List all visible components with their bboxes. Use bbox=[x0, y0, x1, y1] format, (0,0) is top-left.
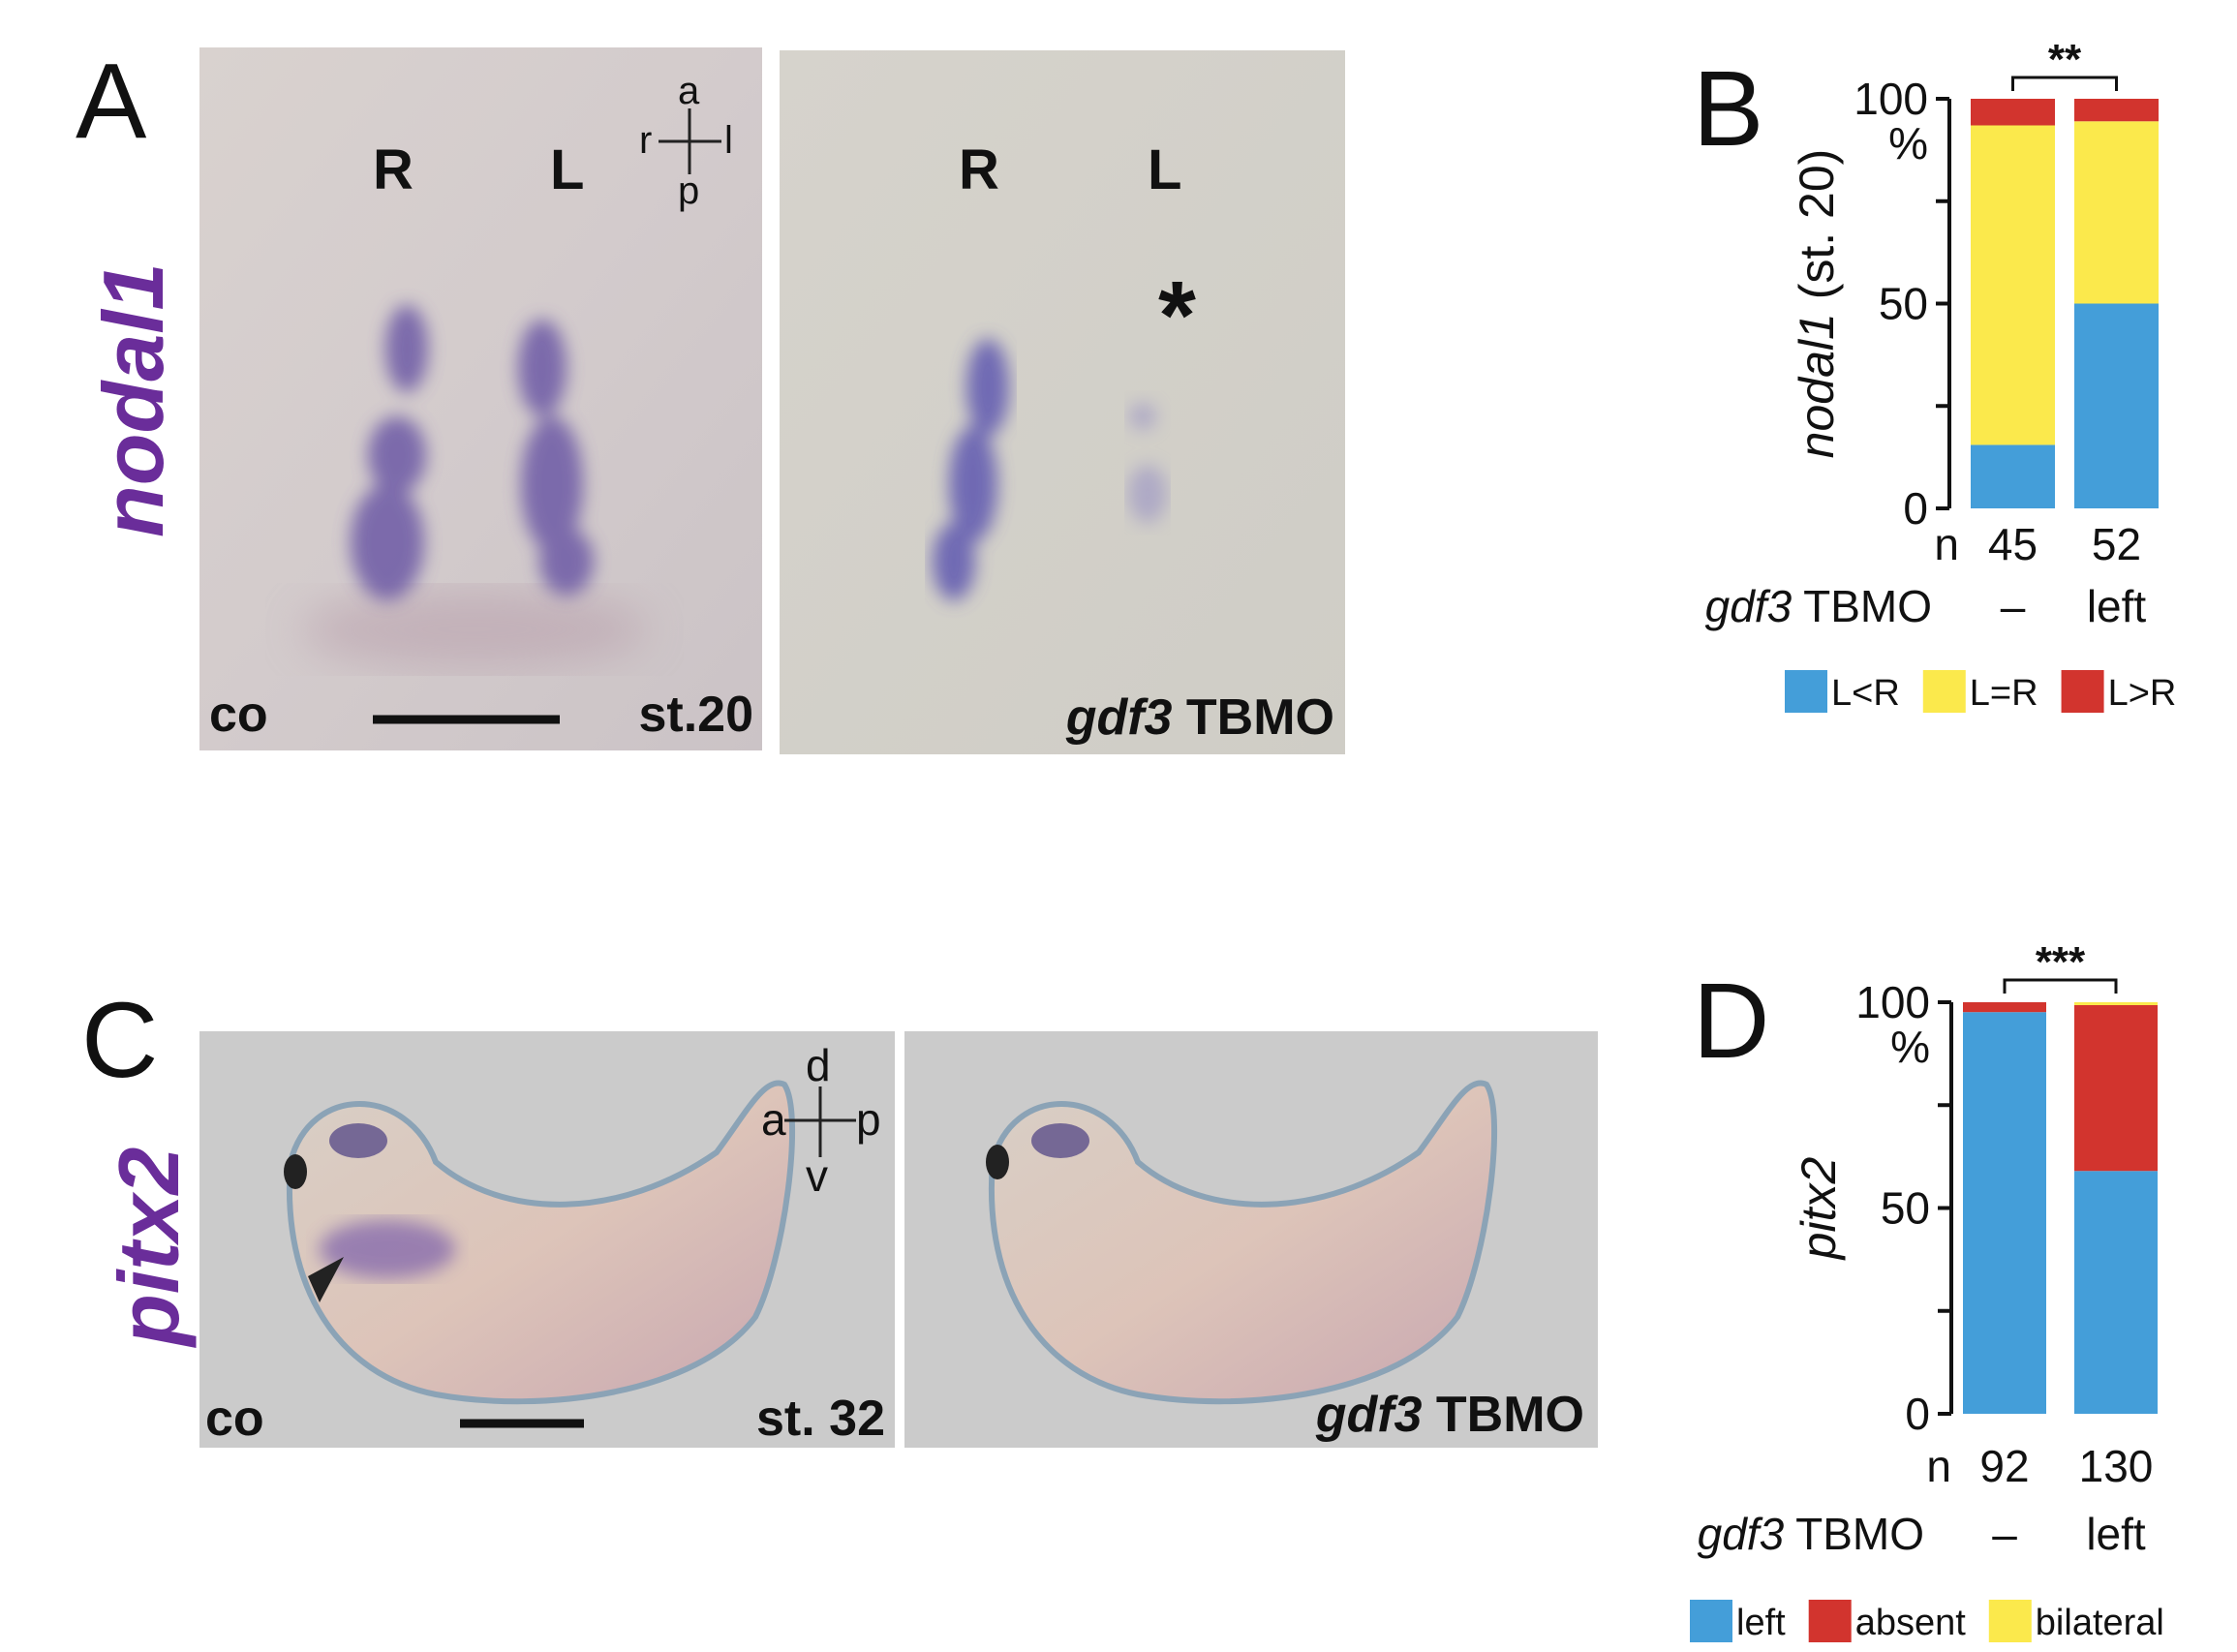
label-left-side: L bbox=[550, 138, 584, 201]
legend-label: L<R bbox=[1831, 673, 1900, 714]
n-value: 92 bbox=[1979, 1441, 2029, 1491]
y-axis-label: pitx2 bbox=[1792, 1157, 1846, 1262]
significance-bracket bbox=[2011, 76, 2118, 91]
bar-segment-left bbox=[2074, 1171, 2158, 1414]
panel-letter-a: A bbox=[76, 42, 147, 161]
n-label: n bbox=[1926, 1441, 1951, 1491]
legend-label: L>R bbox=[2108, 673, 2177, 714]
arrowhead-icon bbox=[308, 1257, 344, 1302]
bar-segment-l-r bbox=[2074, 121, 2159, 304]
photo-pitx2-gdf3-tbmo: gdf3 TBMO bbox=[904, 1031, 1598, 1448]
condition-label: co bbox=[205, 1391, 264, 1447]
axis-cross-icon: d a p v bbox=[761, 1040, 881, 1201]
svg-text:d: d bbox=[806, 1040, 831, 1090]
legend-label: L=R bbox=[1970, 673, 2038, 714]
bar-segment-absent bbox=[1963, 1002, 2046, 1013]
panel-letter-c: C bbox=[81, 981, 158, 1100]
panel-letter-d: D bbox=[1693, 962, 1769, 1081]
y-tick-label: 0 bbox=[1905, 1389, 1930, 1439]
legend-swatch bbox=[1690, 1600, 1732, 1642]
svg-text:a: a bbox=[678, 70, 700, 112]
bar-segment-l-r bbox=[1971, 99, 2055, 126]
bar-segment-l-r bbox=[1971, 125, 2055, 445]
y-unit-label: % bbox=[1888, 118, 1928, 168]
y-tick-label: 100 bbox=[1855, 977, 1930, 1027]
svg-text:a: a bbox=[761, 1094, 786, 1145]
gene-label-pitx2: pitx2 bbox=[101, 1147, 197, 1348]
label-left-side: L bbox=[1148, 138, 1181, 201]
y-axis-label: nodal1 (st. 20) bbox=[1790, 149, 1844, 459]
photo-pitx2-control: d a p v co st. 32 bbox=[199, 1031, 895, 1448]
panel-letter-b: B bbox=[1693, 49, 1763, 168]
svg-text:l: l bbox=[724, 119, 733, 162]
photo-nodal1-control: R L a p r l co st.20 bbox=[199, 47, 762, 750]
label-right-side: R bbox=[373, 138, 414, 201]
n-value: 130 bbox=[2079, 1441, 2154, 1491]
n-value: 52 bbox=[2092, 519, 2141, 569]
legend-swatch bbox=[1988, 1600, 2032, 1642]
svg-text:p: p bbox=[856, 1094, 881, 1145]
category-label: left bbox=[2086, 1509, 2146, 1559]
bar-segment-left bbox=[1963, 1012, 2046, 1414]
legend-label: absent bbox=[1855, 1603, 1967, 1643]
significance-bracket bbox=[2003, 978, 2118, 994]
condition-label: gdf3 TBMO bbox=[1065, 689, 1334, 746]
legend-swatch bbox=[2061, 670, 2104, 713]
y-tick-label: 0 bbox=[1903, 483, 1928, 534]
y-tick-label: 50 bbox=[1881, 1183, 1930, 1234]
n-label: n bbox=[1934, 519, 1959, 569]
condition-label: co bbox=[209, 687, 268, 743]
condition-label: gdf3 TBMO bbox=[1315, 1387, 1584, 1443]
label-right-side: R bbox=[959, 138, 999, 201]
category-label: left bbox=[2087, 581, 2147, 631]
asterisk-marker: * bbox=[1158, 261, 1196, 370]
y-tick-label: 50 bbox=[1879, 279, 1928, 329]
category-label: – bbox=[2001, 581, 2026, 631]
y-tick-label: 100 bbox=[1854, 74, 1928, 124]
bar-segment-l-r bbox=[1971, 444, 2055, 508]
legend-swatch bbox=[1808, 1600, 1852, 1642]
svg-text:p: p bbox=[678, 169, 699, 212]
legend-label: left bbox=[1736, 1603, 1786, 1643]
stage-label: st.20 bbox=[638, 687, 753, 743]
y-unit-label: % bbox=[1890, 1022, 1930, 1072]
legend-swatch bbox=[1922, 670, 1966, 713]
significance-marker: *** bbox=[2036, 938, 2086, 986]
bar-segment-absent bbox=[2074, 1004, 2158, 1172]
gene-label-nodal1: nodal1 bbox=[85, 262, 181, 537]
group-label: gdf3 TBMO bbox=[1705, 581, 1932, 631]
significance-marker: ** bbox=[2048, 36, 2082, 83]
stage-label: st. 32 bbox=[756, 1391, 885, 1447]
bar-segment-bilateral bbox=[2074, 1002, 2158, 1005]
bar-segment-l-r bbox=[2074, 99, 2159, 122]
legend-label: bilateral bbox=[2036, 1603, 2164, 1643]
svg-text:r: r bbox=[639, 119, 652, 162]
photo-nodal1-gdf3-tbmo: R L * gdf3 TBMO bbox=[780, 50, 1345, 754]
n-value: 45 bbox=[1988, 519, 2038, 569]
svg-text:v: v bbox=[806, 1150, 828, 1201]
group-label: gdf3 TBMO bbox=[1698, 1509, 1924, 1559]
category-label: – bbox=[1992, 1509, 2017, 1559]
legend-swatch bbox=[1785, 670, 1827, 713]
axis-cross-icon: a p r l bbox=[639, 70, 733, 212]
bar-segment-l-r bbox=[2074, 303, 2159, 508]
